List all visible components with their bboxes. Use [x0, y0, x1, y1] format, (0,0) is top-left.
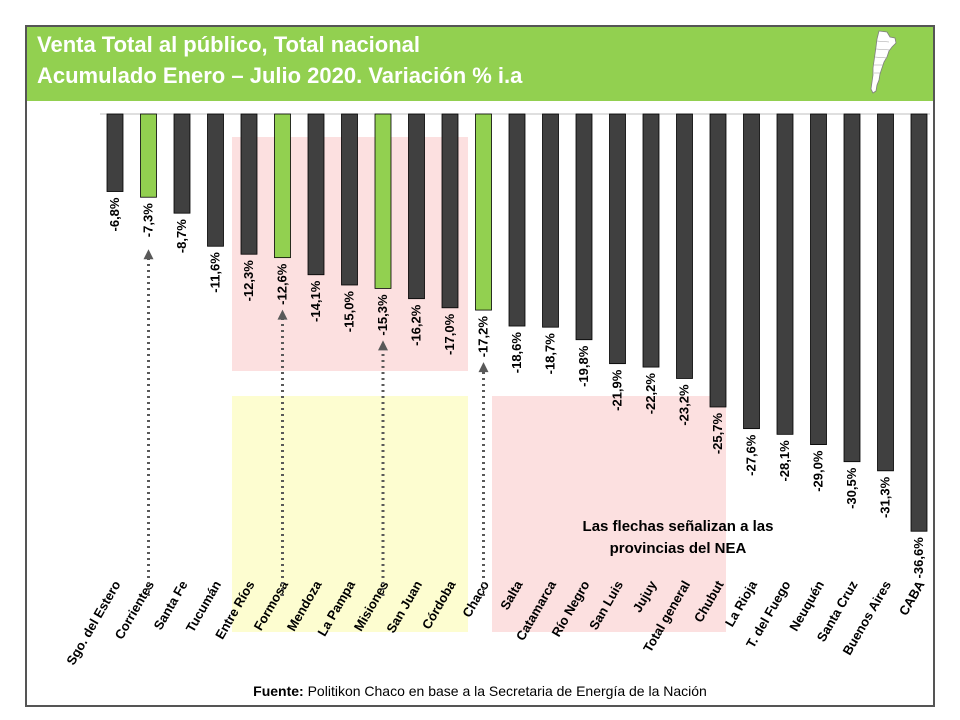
highlight-zone-red-lower [492, 396, 726, 632]
bar-sgo-del-estero [106, 113, 124, 192]
bar-entre-rios [240, 113, 258, 255]
bar-salta [508, 113, 526, 327]
bar-la-pampa [341, 113, 358, 286]
bar-mendoza [307, 113, 325, 276]
value-label-chaco: -17,2% [476, 316, 491, 358]
bar-formosa [274, 113, 291, 259]
value-label-tucuman: -11,6% [208, 252, 223, 293]
bar-buenos-aires [877, 113, 894, 472]
bar-rio-negro [575, 113, 593, 341]
value-label-misiones: -15,3% [375, 294, 390, 336]
bar-misiones [374, 113, 392, 289]
chart-title: Venta Total al público, Total nacional [37, 32, 421, 57]
value-label-total-general: -23,2% [677, 384, 692, 426]
value-label-caba: -36,6% [911, 537, 926, 579]
bar-santa-fe [173, 113, 191, 214]
source-note: Fuente: Politikon Chaco en base a la Sec… [0, 683, 960, 699]
bar-corrientes [140, 113, 157, 198]
value-label-catamarca: -18,7% [543, 333, 558, 375]
value-label-san-juan: -16,2% [409, 304, 424, 346]
bar-la-rioja [743, 113, 760, 430]
source-text: Politikon Chaco en base a la Secretaria … [307, 683, 707, 699]
chart-subtitle: Acumulado Enero – Julio 2020. Variación … [37, 63, 523, 88]
argentina-map-icon [870, 30, 897, 94]
bar-total-general [676, 113, 693, 379]
nea-arrowhead-formosa [277, 309, 288, 320]
bar-san-juan [408, 113, 425, 300]
value-label-jujuy: -22,2% [643, 373, 658, 415]
value-label-santa-cruz: -30,5% [844, 467, 859, 509]
value-label-sgo-del-estero: -6,8% [107, 197, 122, 231]
nea-annotation: Las flechas señalizan a las provincias d… [582, 518, 774, 557]
chart-border [25, 25, 935, 707]
bar-jujuy [642, 113, 660, 368]
value-label-san-luis: -21,9% [610, 369, 625, 411]
value-label-la-rioja: -27,6% [744, 434, 759, 476]
value-label-santa-fe: -8,7% [174, 219, 189, 253]
value-label-buenos-aires: -31,3% [878, 476, 893, 518]
highlight-zone-yellow [232, 396, 468, 632]
value-label-corrientes: -7,3% [141, 203, 156, 237]
bar-cordoba [441, 113, 459, 309]
bar-neuquen [810, 113, 827, 446]
bar-catamarca [542, 113, 559, 328]
bar-tucuman [207, 113, 224, 247]
source-label: Fuente: [253, 683, 304, 699]
bar-san-luis [609, 113, 626, 365]
nea-arrowhead-corrientes [143, 249, 154, 260]
category-label-sgo-del-estero: Sgo. del Estero [63, 578, 123, 668]
value-label-mendoza: -14,1% [308, 280, 323, 322]
bar-chaco [475, 113, 492, 311]
title-banner: Venta Total al público, Total nacional A… [27, 27, 933, 101]
bar-t-del-fuego [776, 113, 794, 435]
value-label-rio-negro: -19,8% [576, 345, 591, 387]
value-label-salta: -18,6% [509, 332, 524, 374]
value-label-entre-rios: -12,3% [241, 260, 256, 302]
value-label-chubut: -25,7% [710, 413, 725, 455]
nea-arrowhead-chaco [478, 362, 489, 373]
value-label-formosa: -12,6% [275, 263, 290, 305]
value-label-cordoba: -17,0% [442, 313, 457, 355]
value-label-la-pampa: -15,0% [342, 291, 357, 333]
nea-arrowhead-misiones [378, 340, 388, 351]
bar-chubut [709, 113, 727, 408]
category-label-caba: CABA [896, 577, 928, 618]
bar-santa-cruz [843, 113, 861, 463]
bar-caba [910, 113, 928, 532]
value-label-t-del-fuego: -28,1% [777, 440, 792, 482]
value-label-neuquen: -29,0% [811, 450, 826, 492]
